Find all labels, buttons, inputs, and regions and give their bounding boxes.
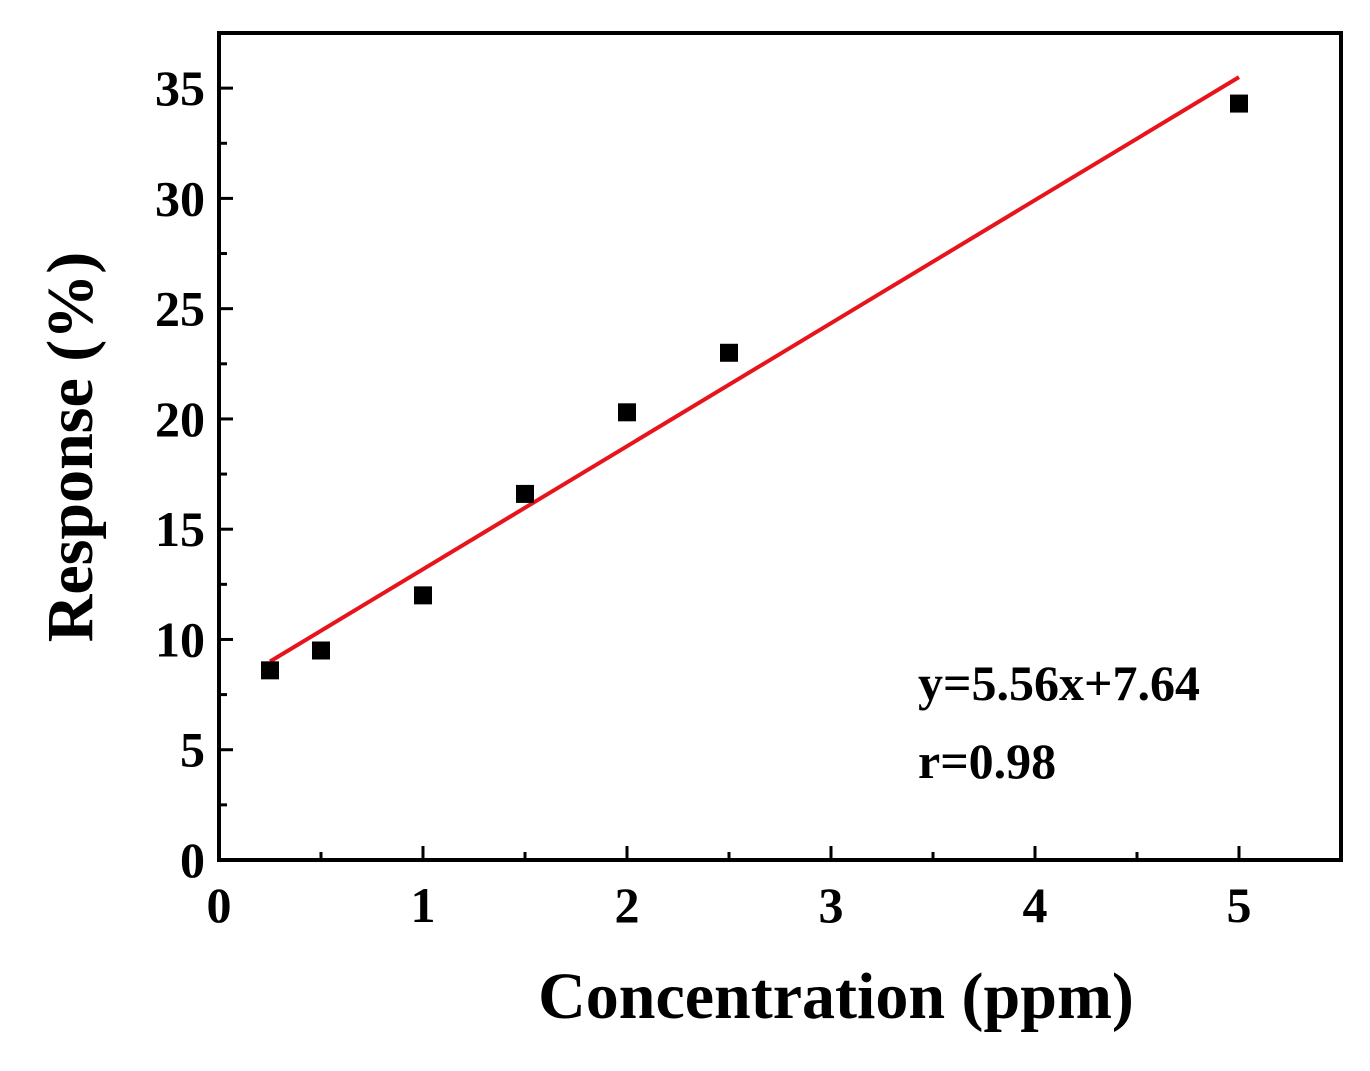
y-tick-label-1: 5	[180, 722, 205, 778]
x-tick-label-5: 5	[1227, 877, 1252, 933]
x-tick-label-2: 2	[615, 877, 640, 933]
y-tick-label-4: 20	[155, 391, 205, 447]
x-tick-label-3: 3	[819, 877, 844, 933]
data-points-layer	[261, 94, 1248, 680]
data-point-6	[1230, 94, 1248, 113]
data-point-4	[618, 403, 636, 422]
y-tick-label-6: 30	[155, 170, 205, 226]
y-axis-title: Response (%)	[34, 252, 107, 643]
data-point-5	[720, 343, 738, 362]
x-axis-title: Concentration (ppm)	[538, 960, 1134, 1033]
y-tick-label-7: 35	[155, 60, 205, 116]
x-tick-label-0: 0	[207, 877, 232, 933]
fit-equation-label: y=5.56x+7.64	[918, 655, 1200, 711]
correlation-label: r=0.98	[918, 733, 1056, 789]
data-point-1	[312, 641, 330, 660]
x-tick-label-1: 1	[411, 877, 436, 933]
y-tick-label-3: 15	[155, 501, 205, 557]
y-tick-label-2: 10	[155, 611, 205, 667]
data-point-0	[261, 661, 279, 680]
data-point-2	[414, 586, 432, 605]
fit-line-layer	[268, 75, 1241, 664]
axes-layer: 0 1 2 3 4 5 0 5 10 15 20 25 30 35	[155, 60, 1252, 933]
plot-frame	[217, 31, 1343, 862]
y-tick-label-5: 25	[155, 281, 205, 337]
y-tick-label-0: 0	[180, 832, 205, 888]
x-tick-label-4: 4	[1023, 877, 1048, 933]
fit-line	[268, 75, 1241, 664]
data-point-3	[516, 484, 534, 503]
